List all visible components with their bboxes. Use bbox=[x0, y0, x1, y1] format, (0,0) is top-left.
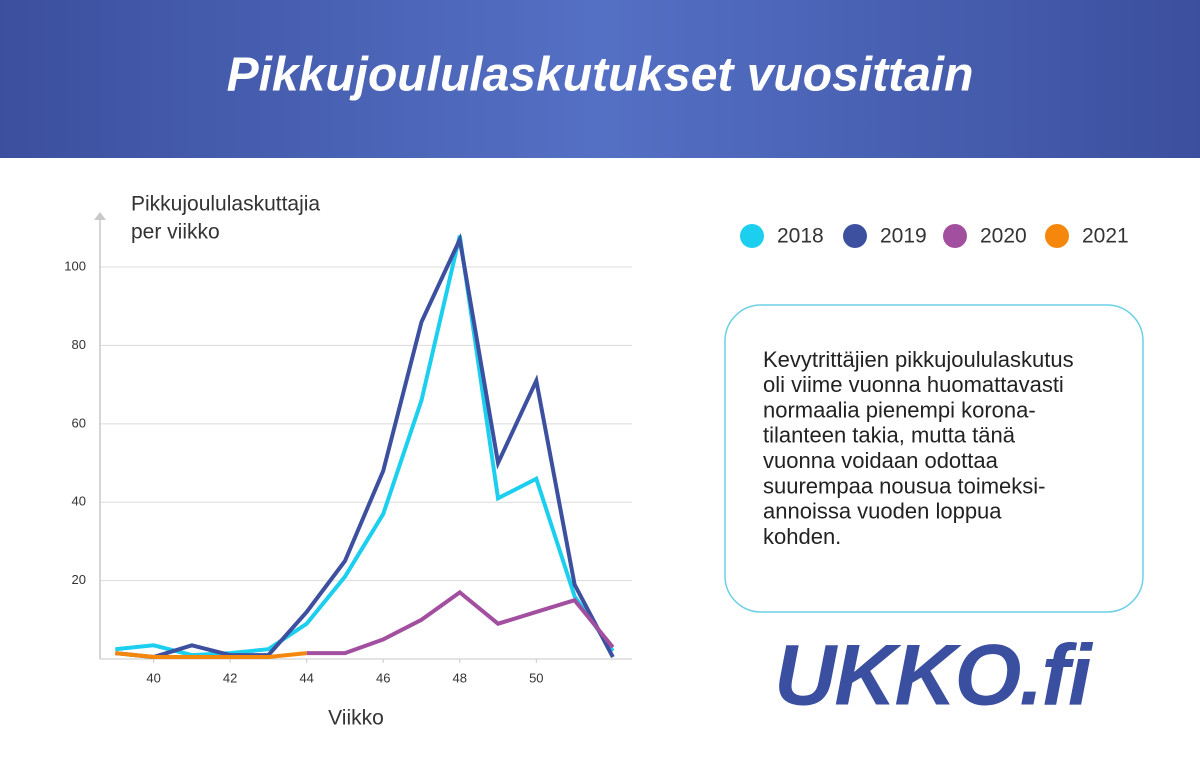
note-text: kohden. bbox=[763, 524, 841, 549]
chart-title: Pikkujoululaskutukset vuosittain bbox=[227, 49, 974, 102]
legend-marker bbox=[843, 224, 867, 248]
note-text: normaalia pienempi korona- bbox=[763, 397, 1036, 422]
y-tick-label: 80 bbox=[72, 337, 86, 352]
legend-marker bbox=[943, 224, 967, 248]
y-tick-label: 40 bbox=[72, 494, 86, 509]
note-text: suurempaa nousua toimeksi- bbox=[763, 473, 1045, 498]
legend-label: 2020 bbox=[980, 225, 1027, 248]
x-tick-label: 40 bbox=[146, 670, 160, 685]
y-tick-label: 20 bbox=[72, 572, 86, 587]
y-axis-label: per viikko bbox=[131, 221, 220, 244]
note-text: vuonna voidaan odottaa bbox=[763, 448, 999, 473]
legend-label: 2018 bbox=[777, 225, 824, 248]
legend-marker bbox=[1045, 224, 1069, 248]
x-axis-label: Viikko bbox=[328, 707, 384, 730]
series-line bbox=[115, 651, 307, 660]
y-axis-label: Pikkujoululaskuttajia bbox=[131, 193, 320, 216]
legend-label: 2021 bbox=[1082, 225, 1129, 248]
y-tick-label: 60 bbox=[72, 415, 86, 430]
x-tick-label: 50 bbox=[529, 670, 543, 685]
note-text: tilanteen takia, mutta tänä bbox=[763, 423, 1016, 448]
logo: UKKO.fi bbox=[774, 628, 1094, 724]
note-text: Kevytrittäjien pikkujoululaskutus bbox=[763, 347, 1074, 372]
note-box bbox=[724, 304, 1144, 613]
series-line bbox=[306, 589, 615, 656]
x-tick-label: 42 bbox=[223, 670, 237, 685]
x-tick-label: 46 bbox=[376, 670, 390, 685]
x-tick-label: 44 bbox=[299, 670, 313, 685]
header-band bbox=[0, 0, 1200, 158]
y-tick-label: 100 bbox=[64, 258, 86, 273]
y-axis-arrow bbox=[94, 212, 106, 220]
legend-label: 2019 bbox=[880, 225, 927, 248]
x-tick-label: 48 bbox=[453, 670, 467, 685]
series-line bbox=[115, 235, 615, 658]
note-text: oli viime vuonna huomattavasti bbox=[763, 372, 1064, 397]
series-line bbox=[115, 232, 615, 660]
legend-marker bbox=[740, 224, 764, 248]
note-text: annoissa vuoden loppua bbox=[763, 499, 1002, 524]
